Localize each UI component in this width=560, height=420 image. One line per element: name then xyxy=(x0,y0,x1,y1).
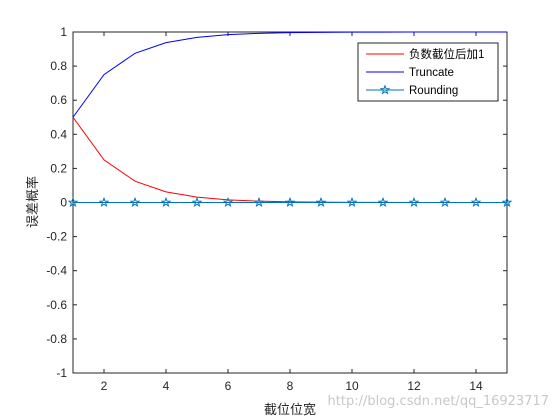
legend-label: Rounding xyxy=(409,85,458,97)
x-tick-label: 4 xyxy=(163,379,170,393)
series-point-2 xyxy=(98,196,110,208)
series-point-2 xyxy=(160,196,172,208)
y-tick-label: 1 xyxy=(60,25,67,39)
y-tick-label: -0.4 xyxy=(46,264,67,278)
x-tick-label: 14 xyxy=(469,379,483,393)
series-layer xyxy=(67,31,513,208)
series-point-2 xyxy=(222,196,234,208)
series-point-2 xyxy=(284,196,296,208)
y-tick-label: 0.8 xyxy=(50,59,67,73)
x-tick-label: 12 xyxy=(407,379,421,393)
series-point-2 xyxy=(377,196,389,208)
y-tick-label: 0.2 xyxy=(50,161,67,175)
series-point-2 xyxy=(470,196,482,208)
legend-label: 负数截位后加1 xyxy=(409,47,484,61)
x-tick-label: 10 xyxy=(345,379,359,393)
y-tick-label: -0.6 xyxy=(46,298,67,312)
legend: 负数截位后加1 Truncate Rounding xyxy=(357,42,499,102)
series-point-2 xyxy=(67,196,79,208)
legend-marker xyxy=(379,84,391,95)
series-point-2 xyxy=(191,196,203,208)
watermark: http://blog.csdn.net/qq_16923717 xyxy=(328,394,549,409)
y-tick-label: 0.4 xyxy=(50,127,67,141)
x-tick-label: 8 xyxy=(287,379,294,393)
y-tick-label: -1 xyxy=(56,366,67,380)
y-tick-label: 0.6 xyxy=(50,93,67,107)
y-axis-title: 误差概率 xyxy=(25,176,41,228)
series-point-2 xyxy=(253,196,265,208)
series-point-2 xyxy=(346,196,358,208)
series-line-1 xyxy=(72,31,507,118)
y-tick-label: 0 xyxy=(60,196,67,210)
x-tick-label: 2 xyxy=(101,379,108,393)
series-point-2 xyxy=(408,196,420,208)
y-tick-label: -0.2 xyxy=(46,230,67,244)
x-tick-label: 6 xyxy=(225,379,232,393)
x-axis-title: 截位位宽 xyxy=(264,402,316,418)
series-point-2 xyxy=(129,196,141,208)
y-tick-label: -0.8 xyxy=(46,332,67,346)
legend-label: Truncate xyxy=(409,67,454,79)
series-point-2 xyxy=(439,196,451,208)
series-point-2 xyxy=(501,196,513,208)
series-point-2 xyxy=(315,196,327,208)
